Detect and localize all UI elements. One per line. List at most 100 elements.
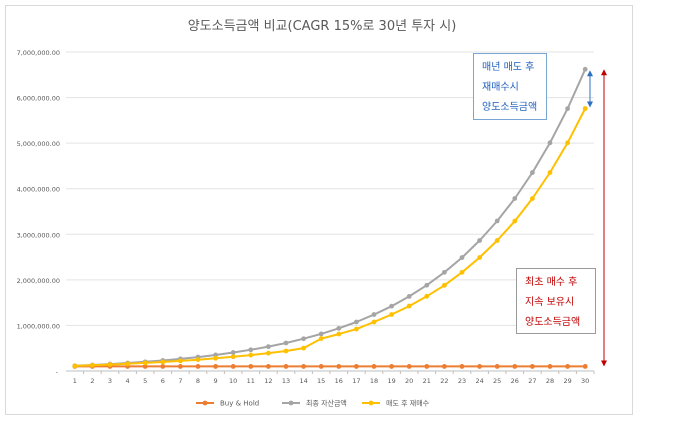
data-point-series-1 <box>248 364 254 369</box>
data-point-series-1 <box>354 364 359 369</box>
y-tick-label: 6,000,000.00 <box>17 95 60 103</box>
difference-arrow-blue-head-top <box>587 70 593 77</box>
data-point-series-1 <box>459 364 465 369</box>
data-point-series-3 <box>178 358 183 364</box>
data-point-series-2 <box>494 218 500 224</box>
x-tick-label: 5 <box>143 377 147 385</box>
data-point-series-2 <box>547 140 553 146</box>
x-tick-label: 11 <box>247 377 255 385</box>
x-tick-label: 28 <box>546 377 554 385</box>
data-point-series-1 <box>266 364 271 369</box>
data-point-series-1 <box>477 364 482 369</box>
data-point-series-2 <box>459 255 465 260</box>
data-point-series-3 <box>90 362 95 368</box>
x-tick-label: 3 <box>108 377 112 385</box>
x-tick-label: 16 <box>335 377 343 385</box>
x-tick-label: 12 <box>264 377 272 385</box>
x-tick-label: 25 <box>493 377 501 385</box>
data-point-series-3 <box>512 218 518 224</box>
x-tick-label: 26 <box>511 377 519 385</box>
data-point-series-3 <box>459 269 465 275</box>
x-tick-label: 4 <box>126 377 130 385</box>
data-point-series-2 <box>371 312 377 317</box>
data-point-series-1 <box>565 364 570 369</box>
difference-arrow-blue-head-bottom <box>587 101 593 108</box>
data-point-series-1 <box>582 364 588 369</box>
y-tick-label: 5,000,000.00 <box>17 140 60 148</box>
annotation-buy-and-hold: 최초 매수 후 지속 보유시 양도소득금액 <box>516 268 596 334</box>
data-point-series-3 <box>477 255 482 260</box>
data-point-series-1 <box>512 364 518 369</box>
legend-swatch-marker <box>288 400 294 406</box>
data-point-series-2 <box>354 319 359 325</box>
data-point-series-1 <box>283 364 289 369</box>
data-point-series-3 <box>283 348 289 354</box>
data-point-series-3 <box>582 106 588 111</box>
data-point-series-3 <box>565 140 570 146</box>
data-point-series-3 <box>213 355 219 361</box>
data-point-series-1 <box>494 364 500 369</box>
data-point-series-3 <box>494 238 500 243</box>
x-tick-label: 24 <box>475 377 483 385</box>
difference-arrow-red-head-bottom <box>601 360 607 367</box>
data-point-series-3 <box>371 319 377 325</box>
data-point-series-3 <box>160 359 166 365</box>
data-point-series-1 <box>406 364 412 369</box>
data-point-series-3 <box>266 350 271 356</box>
legend-label: Buy & Hold <box>220 400 259 408</box>
legend-swatch-marker <box>202 400 208 406</box>
data-point-series-1 <box>424 364 430 369</box>
x-tick-label: 6 <box>161 377 165 385</box>
data-point-series-2 <box>336 325 342 331</box>
data-point-series-2 <box>477 238 482 243</box>
annotation-annual-resale: 매년 매도 후 재매수시 양도소득금액 <box>473 53 547 120</box>
data-point-series-2 <box>565 106 570 111</box>
x-tick-label: 10 <box>229 377 237 385</box>
data-point-series-3 <box>530 196 535 201</box>
x-tick-label: 13 <box>282 377 290 385</box>
data-point-series-3 <box>406 303 412 309</box>
x-tick-label: 18 <box>370 377 378 385</box>
data-point-series-1 <box>530 364 535 369</box>
x-tick-label: 17 <box>352 377 360 385</box>
data-point-series-3 <box>318 336 324 341</box>
series-line-2 <box>74 68 587 367</box>
data-point-series-1 <box>142 364 148 369</box>
data-point-series-3 <box>301 345 306 351</box>
chart-title: 양도소득금액 비교(CAGR 15%로 30년 투자 시) <box>188 19 457 34</box>
x-tick-label: 30 <box>581 377 589 385</box>
x-tick-label: 20 <box>405 377 413 385</box>
annotation-buy-and-hold-line-2: 지속 보유시 <box>525 297 575 308</box>
x-tick-label: 2 <box>90 377 94 385</box>
data-point-series-1 <box>230 364 236 369</box>
data-point-series-1 <box>442 364 447 369</box>
data-point-series-1 <box>318 364 324 369</box>
annotation-buy-and-hold-line-3: 양도소득금액 <box>525 317 581 328</box>
data-point-series-3 <box>424 293 430 299</box>
annotation-annual-resale-line-1: 매년 매도 후 <box>482 62 535 73</box>
y-tick-label: 1,000,000.00 <box>17 322 60 330</box>
data-point-series-2 <box>301 336 306 342</box>
x-tick-label: 29 <box>563 377 571 385</box>
annotation-annual-resale-line-3: 양도소득금액 <box>482 102 538 113</box>
difference-arrow-red-head-top <box>601 69 607 76</box>
x-tick-label: 8 <box>196 377 200 385</box>
legend-label: 매도 후 재매수 <box>386 400 430 408</box>
data-point-series-2 <box>512 196 518 201</box>
data-point-series-1 <box>336 364 342 369</box>
data-point-series-3 <box>125 361 130 367</box>
x-tick-label: 15 <box>317 377 325 385</box>
data-point-series-1 <box>178 364 183 369</box>
y-tick-label: 2,000,000.00 <box>17 277 60 285</box>
data-point-series-2 <box>406 293 412 299</box>
data-point-series-3 <box>442 282 447 288</box>
data-point-series-1 <box>213 364 219 369</box>
data-point-series-3 <box>248 352 254 358</box>
data-point-series-2 <box>248 347 254 353</box>
x-tick-label: 23 <box>458 377 466 385</box>
data-point-series-3 <box>230 354 236 360</box>
x-tick-label: 19 <box>387 377 395 385</box>
data-point-series-3 <box>547 170 553 175</box>
y-tick-label: 4,000,000.00 <box>17 186 60 194</box>
